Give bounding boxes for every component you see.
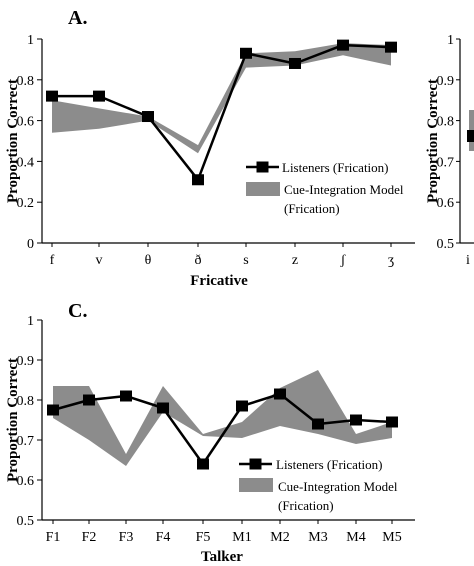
- panel-a-y-axis-title: Proportion Correct: [5, 79, 21, 203]
- listeners-data-point: [120, 390, 132, 402]
- legend-model-label-line1: Cue-Integration Model: [278, 479, 398, 494]
- legend-square-marker: [256, 161, 269, 173]
- listeners-data-point: [350, 414, 362, 426]
- y-tick-label: 0.8: [17, 74, 35, 89]
- panel-b-y-axis-title: Proportion Correct: [425, 79, 441, 203]
- panel-c-model-band: [53, 370, 392, 466]
- listeners-data-point: [197, 458, 209, 470]
- legend-listeners-label: Listeners (Frication): [276, 457, 383, 472]
- x-tick-label: M2: [270, 530, 289, 545]
- legend-square-marker: [249, 458, 262, 470]
- y-tick-label: 1: [27, 33, 34, 48]
- x-tick-label: M5: [382, 530, 401, 545]
- x-tick-label: F5: [196, 530, 211, 545]
- legend-model-label-line1: Cue-Integration Model: [284, 182, 404, 197]
- model-band-area: [52, 43, 391, 154]
- listeners-data-point: [274, 388, 286, 400]
- panel-c-label: C.: [68, 300, 87, 322]
- panel-a-axes: 0 0.2 0.4 0.6 0.8 1 f v θ ð s z ʃ ʒ: [17, 33, 415, 268]
- listeners-data-point: [385, 41, 397, 53]
- panel-a-listeners-line: [46, 39, 397, 186]
- listeners-data-point: [337, 39, 349, 51]
- panel-a-legend: Listeners (Frication) Cue-Integration Mo…: [246, 160, 404, 216]
- listeners-series-line: [52, 392, 393, 466]
- x-tick-label: ʃ: [340, 253, 346, 268]
- y-tick-label: 0.8: [437, 115, 455, 130]
- y-tick-label: 0.6: [17, 474, 35, 489]
- y-tick-label: 0.2: [17, 196, 35, 211]
- x-tick-label: M3: [308, 530, 327, 545]
- legend-listeners-label: Listeners (Frication): [282, 160, 389, 175]
- model-band-area: [53, 370, 392, 466]
- x-tick-label: F3: [119, 530, 134, 545]
- y-tick-label: 0: [27, 237, 34, 252]
- x-tick-label: s: [243, 253, 248, 268]
- y-tick-label: 0.4: [17, 155, 35, 170]
- panel-a-label: A.: [68, 7, 87, 29]
- panel-c-listeners-line: [47, 388, 398, 470]
- y-tick-label: 0.9: [437, 74, 455, 89]
- panel-c-x-axis-title: Talker: [201, 549, 243, 565]
- listeners-data-point: [47, 404, 59, 416]
- y-tick-label: 1: [27, 314, 34, 329]
- panel-b-axes: 0.5 0.6 0.7 0.8 0.9 1: [437, 33, 474, 252]
- listeners-data-point: [240, 47, 252, 59]
- x-tick-label: F1: [46, 530, 61, 545]
- legend-band-swatch: [239, 478, 273, 492]
- listeners-data-point: [386, 416, 398, 428]
- listeners-data-point: [312, 418, 324, 430]
- y-tick-label: 1: [447, 33, 454, 48]
- listeners-data-point: [192, 174, 204, 186]
- x-tick-label: f: [50, 253, 55, 268]
- panel-c-y-axis-title: Proportion Correct: [5, 358, 21, 482]
- listeners-data-point: [83, 394, 95, 406]
- y-tick-label: 0.7: [17, 434, 35, 449]
- y-tick-label: 0.7: [437, 155, 455, 170]
- panel-c: C. Proportion Correct Talker 0.50.60.70.…: [5, 300, 415, 565]
- listeners-data-point: [289, 57, 301, 69]
- listeners-data-point: [93, 90, 105, 102]
- y-tick-label: 0.6: [437, 196, 455, 211]
- panel-a-x-axis-title: Fricative: [190, 273, 248, 289]
- legend-model-label-line2: (Frication): [284, 201, 340, 216]
- panel-c-axes: 0.5 0.6 0.7 0.8 0.9 1 F1 F2 F3 F4 F5 M1 M2 M3 M4 M5: [17, 314, 415, 545]
- panel-b-cropped: Proportion Correct 0.5 0.6 0.7 0.8 0.9 1 i: [425, 33, 474, 268]
- panel-b-marker-fragment: [467, 130, 474, 142]
- panel-a-model-band: [52, 43, 391, 154]
- y-tick-label: 0.8: [17, 394, 35, 409]
- panel-c-legend: Listeners (Frication) Cue-Integration Mo…: [239, 457, 398, 513]
- x-tick-label: M4: [346, 530, 365, 545]
- y-tick-label: 0.6: [17, 115, 35, 130]
- x-tick-label: M1: [232, 530, 251, 545]
- x-tick-label: F4: [156, 530, 171, 545]
- y-tick-label: 0.5: [17, 514, 35, 529]
- panel-a: A. Proportion Correct Fricative 00.20.40…: [5, 7, 415, 289]
- x-tick-label: ð: [195, 253, 202, 268]
- x-tick-label: v: [96, 253, 103, 268]
- y-tick-label: 0.9: [17, 354, 35, 369]
- panel-b-x-tick-label: i: [466, 253, 470, 268]
- listeners-data-point: [157, 402, 169, 414]
- legend-band-swatch: [246, 182, 280, 196]
- listeners-data-point: [46, 90, 58, 102]
- legend-model-label-line2: (Frication): [278, 498, 334, 513]
- listeners-data-point: [236, 400, 248, 412]
- x-tick-label: z: [292, 253, 298, 268]
- listeners-series-line: [52, 43, 392, 182]
- x-tick-label: F2: [82, 530, 97, 545]
- y-tick-label: 0.5: [437, 237, 455, 252]
- x-tick-label: ʒ: [388, 253, 394, 268]
- listeners-data-point: [142, 111, 154, 123]
- x-tick-label: θ: [145, 253, 152, 268]
